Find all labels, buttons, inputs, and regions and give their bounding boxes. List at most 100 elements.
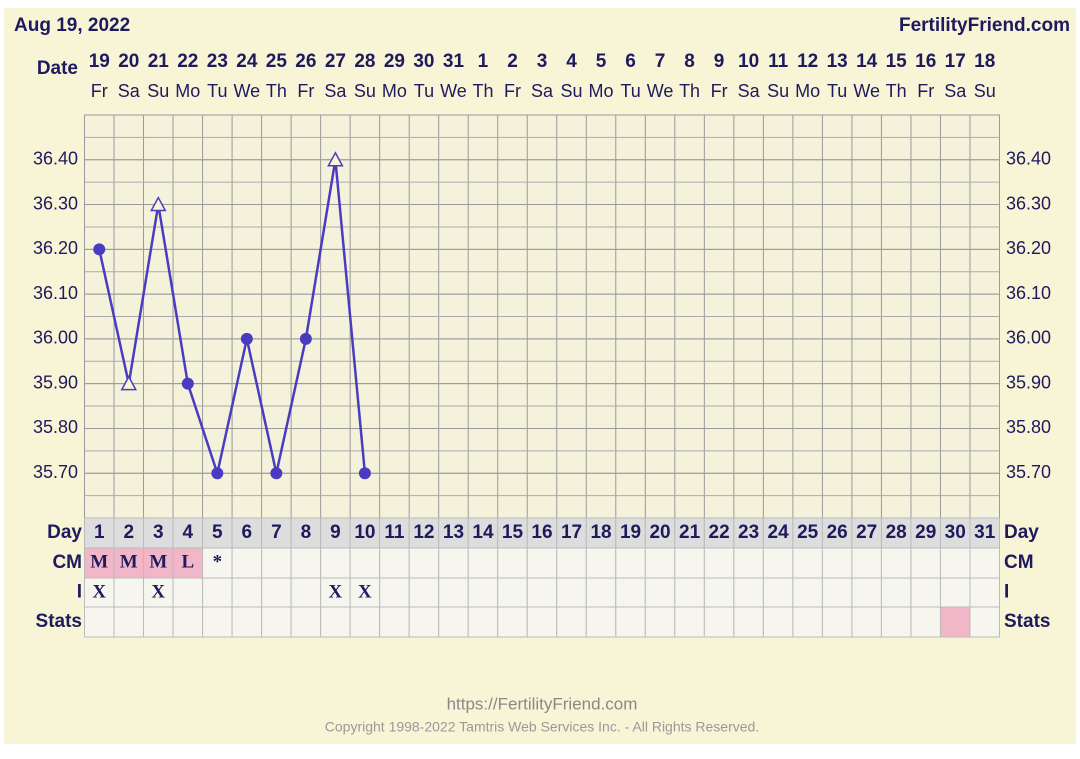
weekday-label: Mo (382, 81, 407, 101)
cm-entry: L (181, 551, 194, 572)
marker-circle (93, 243, 106, 256)
row-cell (143, 606, 174, 638)
day-number: 21 (679, 522, 701, 543)
weekday-label: Tu (207, 81, 227, 101)
row-cell (84, 606, 115, 638)
row-cell (349, 517, 381, 549)
day-number: 13 (443, 522, 464, 543)
i-entry: X (151, 581, 165, 602)
row-cell (733, 547, 764, 579)
weekday-label: Th (886, 81, 907, 101)
day-number: 12 (413, 522, 434, 543)
marker-circle (270, 467, 283, 480)
row-cell (644, 517, 676, 549)
date-label: 1 (478, 51, 489, 72)
weekday-label: Su (767, 81, 789, 101)
row-cell (880, 547, 912, 579)
row-cell (821, 577, 853, 608)
row-cell (526, 547, 558, 579)
marker-triangle (150, 195, 167, 212)
date-label: 31 (443, 51, 465, 72)
date-label: 5 (596, 51, 607, 72)
weekday-label: We (647, 81, 674, 101)
day-number: 27 (856, 522, 877, 543)
row-cell (939, 547, 971, 579)
y-tick-label: 36.10 (33, 283, 78, 303)
row-cell (497, 606, 528, 638)
row-cell (143, 547, 174, 579)
i-entry: X (92, 581, 106, 602)
weekday-label: Su (147, 81, 169, 101)
date-label: 3 (537, 51, 548, 72)
row-cell (851, 547, 882, 579)
marker-circle (358, 467, 371, 480)
row-cell (290, 577, 322, 608)
row-cell (615, 606, 646, 638)
row-cell (733, 606, 764, 638)
weekday-label: Fr (504, 81, 521, 101)
weekday-label: Fr (297, 81, 314, 101)
date-label: 17 (945, 51, 966, 72)
row-cell (231, 577, 263, 608)
day-number: 11 (384, 522, 405, 543)
date-label: 27 (325, 51, 346, 72)
row-cell (762, 577, 794, 608)
row-cell (172, 577, 204, 608)
y-tick-label: 36.40 (33, 149, 78, 169)
row-label-right: CM (1004, 552, 1034, 573)
weekday-label: We (440, 81, 467, 101)
row-cell (674, 577, 705, 608)
row-cell (644, 577, 676, 608)
weekday-label: Sa (944, 81, 967, 101)
row-cell (349, 577, 381, 608)
day-number: 23 (738, 522, 759, 543)
row-cell (674, 606, 705, 638)
date-label: 30 (413, 51, 434, 72)
date-label: 24 (236, 51, 258, 72)
row-cell (969, 606, 1001, 638)
date-label: 21 (148, 51, 170, 72)
date-label: 8 (684, 51, 695, 72)
row-label-right: I (1004, 582, 1009, 603)
y-tick-label-right: 35.90 (1006, 372, 1051, 392)
y-tick-label-right: 36.30 (1006, 193, 1051, 213)
row-cell (674, 547, 705, 579)
date-label: 9 (714, 51, 725, 72)
row-cell (261, 547, 292, 579)
marker-triangle (327, 151, 344, 167)
row-label: I (77, 582, 82, 603)
cm-entry: * (213, 551, 223, 572)
date-label: 28 (354, 51, 375, 72)
row-cell (792, 547, 823, 579)
row-cell (84, 547, 115, 579)
weekday-label: Tu (827, 81, 847, 101)
marker-triangle (120, 375, 138, 391)
row-cell (290, 547, 322, 579)
y-tick-label: 35.80 (33, 417, 78, 437)
row-cell (585, 517, 617, 549)
row-cell (320, 547, 351, 579)
row-cell (792, 517, 823, 549)
row-label-right: Day (1004, 522, 1039, 543)
row-cell (910, 606, 941, 638)
weekday-label: Fr (711, 81, 728, 101)
y-tick-label-right: 36.40 (1006, 149, 1051, 169)
row-cell (497, 547, 528, 579)
row-cell (969, 577, 1001, 608)
y-tick-label: 35.90 (33, 372, 78, 392)
weekday-label: Th (472, 81, 493, 101)
row-cell (880, 606, 912, 638)
row-cell (349, 547, 381, 579)
row-cell (615, 517, 646, 549)
day-number: 20 (649, 522, 670, 543)
row-cell (320, 577, 351, 608)
row-cell (408, 547, 440, 579)
weekday-label: Th (679, 81, 700, 101)
site-name: FertilityFriend.com (899, 15, 1070, 36)
weekday-label: Tu (414, 81, 434, 101)
row-cell (762, 606, 794, 638)
row-cell (438, 577, 469, 608)
row-cell (939, 577, 971, 608)
row-label: CM (52, 552, 82, 573)
date-row-label: Date (37, 58, 78, 79)
